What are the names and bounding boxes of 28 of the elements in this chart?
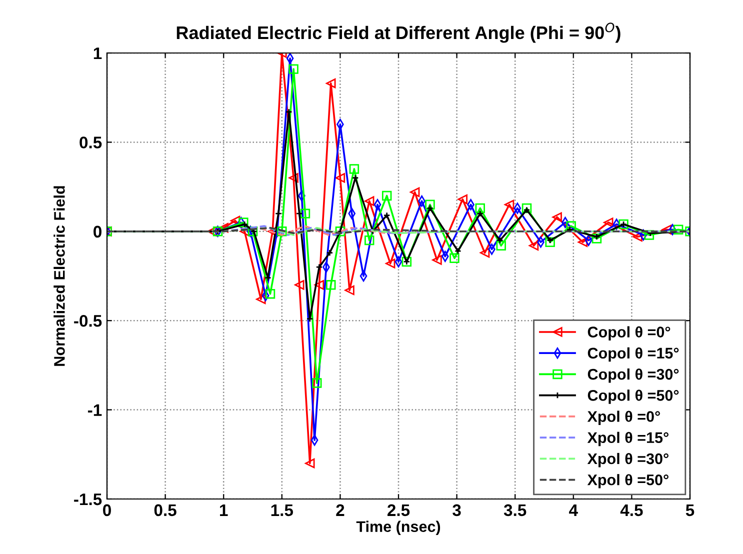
x-axis-title: Time (nsec) [356, 520, 440, 536]
legend-label: Xpol θ =50° [587, 474, 668, 488]
x-tick-label: 2.5 [387, 504, 410, 516]
x-tick-label: 0 [103, 504, 111, 516]
x-tick-label: 3.5 [504, 504, 526, 516]
legend-label: Copol θ =15° [588, 347, 679, 362]
legend-label: Xpol θ =0° [587, 410, 660, 425]
x-tick-label: 4.5 [620, 504, 643, 516]
x-tick-label: 1.5 [271, 504, 294, 516]
x-tick-label: 1 [220, 504, 228, 516]
y-tick-label: 1 [94, 48, 102, 60]
legend-label: Copol θ =0° [588, 326, 670, 340]
y-tick-label: -1 [88, 404, 102, 416]
legend-label: Xpol θ =15° [587, 432, 668, 446]
x-tick-label: 4 [569, 504, 578, 516]
y-tick-label: 0.5 [80, 136, 102, 148]
chart-title: Radiated Electric Field at Different Angle (Phi = 90$^{O}$) [176, 22, 620, 43]
x-tick-label: 5 [686, 504, 694, 516]
y-tick-label: 0 [94, 226, 102, 238]
y-tick-label: -0.5 [74, 315, 102, 327]
legend-label: Xpol θ =30° [587, 452, 668, 468]
y-tick-label: -1.5 [74, 494, 102, 506]
x-tick-label: 0.5 [154, 504, 176, 516]
x-tick-label: 2 [336, 504, 344, 516]
legend-label: Copol θ =30° [588, 368, 679, 383]
x-tick-label: 3 [452, 504, 461, 516]
y-axis-title: Normalized Electric Field [54, 186, 65, 366]
legend-label: Copol θ =50° [588, 390, 679, 404]
